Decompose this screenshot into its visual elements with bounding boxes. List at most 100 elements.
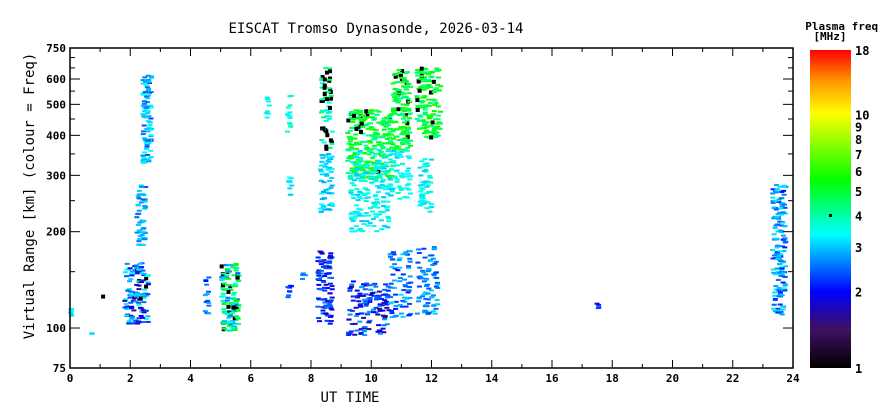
echo-point xyxy=(400,81,406,84)
echo-point xyxy=(230,321,236,324)
echo-point xyxy=(427,102,433,105)
echo-point xyxy=(369,151,375,154)
echo-point xyxy=(771,238,777,241)
echo-point xyxy=(382,188,388,191)
echo-point xyxy=(387,158,393,161)
echo-point xyxy=(404,175,410,178)
echo-point xyxy=(432,262,438,265)
echo-point xyxy=(315,278,321,281)
echo-point xyxy=(425,184,431,187)
echo-point xyxy=(322,77,327,82)
echo-point xyxy=(142,110,148,113)
echo-point xyxy=(287,122,293,125)
echo-point xyxy=(779,190,785,193)
echo-point xyxy=(322,208,328,211)
echo-point xyxy=(419,101,425,104)
echo-point xyxy=(362,288,368,291)
echo-point xyxy=(226,277,232,280)
echo-point xyxy=(146,126,152,129)
echo-point xyxy=(220,299,226,302)
echo-point xyxy=(348,190,354,193)
echo-point xyxy=(324,97,329,102)
echo-point xyxy=(428,289,434,292)
echo-point xyxy=(230,303,236,306)
echo-point xyxy=(230,326,236,329)
echo-point xyxy=(68,313,74,316)
echo-point xyxy=(415,108,420,113)
echo-point xyxy=(426,174,432,177)
echo-point xyxy=(382,288,388,291)
echo-point xyxy=(373,306,379,309)
echo-point xyxy=(133,266,139,269)
echo-point xyxy=(327,260,333,263)
echo-point xyxy=(417,88,422,93)
echo-point xyxy=(395,269,401,272)
echo-point xyxy=(387,194,393,197)
echo-point xyxy=(420,188,426,191)
echo-point xyxy=(287,104,293,107)
echo-point xyxy=(435,105,441,108)
echo-point xyxy=(417,204,423,207)
echo-point xyxy=(329,142,335,145)
echo-point xyxy=(371,118,377,121)
echo-point xyxy=(378,144,384,147)
echo-point xyxy=(399,305,405,308)
echo-point xyxy=(224,313,230,316)
echo-point xyxy=(420,119,426,122)
echo-point xyxy=(770,257,776,260)
echo-point xyxy=(436,121,442,124)
echo-point xyxy=(407,296,413,299)
echo-point xyxy=(206,312,212,315)
echo-point xyxy=(321,126,326,131)
echo-point xyxy=(388,296,394,299)
echo-point xyxy=(407,117,413,120)
echo-point xyxy=(327,276,333,279)
echo-point xyxy=(140,154,146,157)
x-tick-label: 10 xyxy=(365,372,378,385)
echo-point xyxy=(328,256,334,259)
echo-point xyxy=(438,122,444,125)
echo-point xyxy=(433,285,439,288)
echo-point xyxy=(265,98,271,101)
echo-point xyxy=(432,99,438,102)
echo-point xyxy=(415,105,421,108)
echo-point xyxy=(319,203,325,206)
echo-point xyxy=(424,87,430,90)
echo-point xyxy=(134,272,140,275)
echo-point xyxy=(352,170,358,173)
echo-point xyxy=(362,180,368,183)
echo-point xyxy=(143,186,149,189)
echo-point xyxy=(327,292,333,295)
echo-point xyxy=(142,207,148,210)
echo-point xyxy=(130,270,136,273)
echo-point xyxy=(127,296,133,299)
echo-point xyxy=(431,245,437,248)
echo-point xyxy=(399,112,405,115)
echo-point xyxy=(367,284,373,287)
echo-point xyxy=(347,309,353,312)
echo-point xyxy=(140,228,146,231)
echo-point xyxy=(405,135,410,140)
echo-point xyxy=(350,172,356,175)
echo-point xyxy=(139,231,145,234)
echo-point xyxy=(406,289,412,292)
echo-point xyxy=(353,215,359,218)
echo-point xyxy=(320,306,326,309)
echo-point xyxy=(319,252,325,255)
echo-point xyxy=(391,253,397,256)
echo-point xyxy=(140,198,146,201)
y-tick-label: 500 xyxy=(46,98,66,111)
echo-point xyxy=(426,190,432,193)
echo-point xyxy=(414,312,420,315)
echo-point xyxy=(130,322,136,325)
echo-point xyxy=(400,103,406,106)
echo-point xyxy=(318,111,324,114)
echo-point xyxy=(779,245,785,248)
echo-point xyxy=(141,161,147,164)
echo-point xyxy=(359,121,364,126)
echo-point xyxy=(323,283,329,286)
echo-point xyxy=(405,126,411,129)
echo-point xyxy=(433,260,439,263)
echo-point xyxy=(350,161,356,164)
echo-point xyxy=(385,150,391,153)
